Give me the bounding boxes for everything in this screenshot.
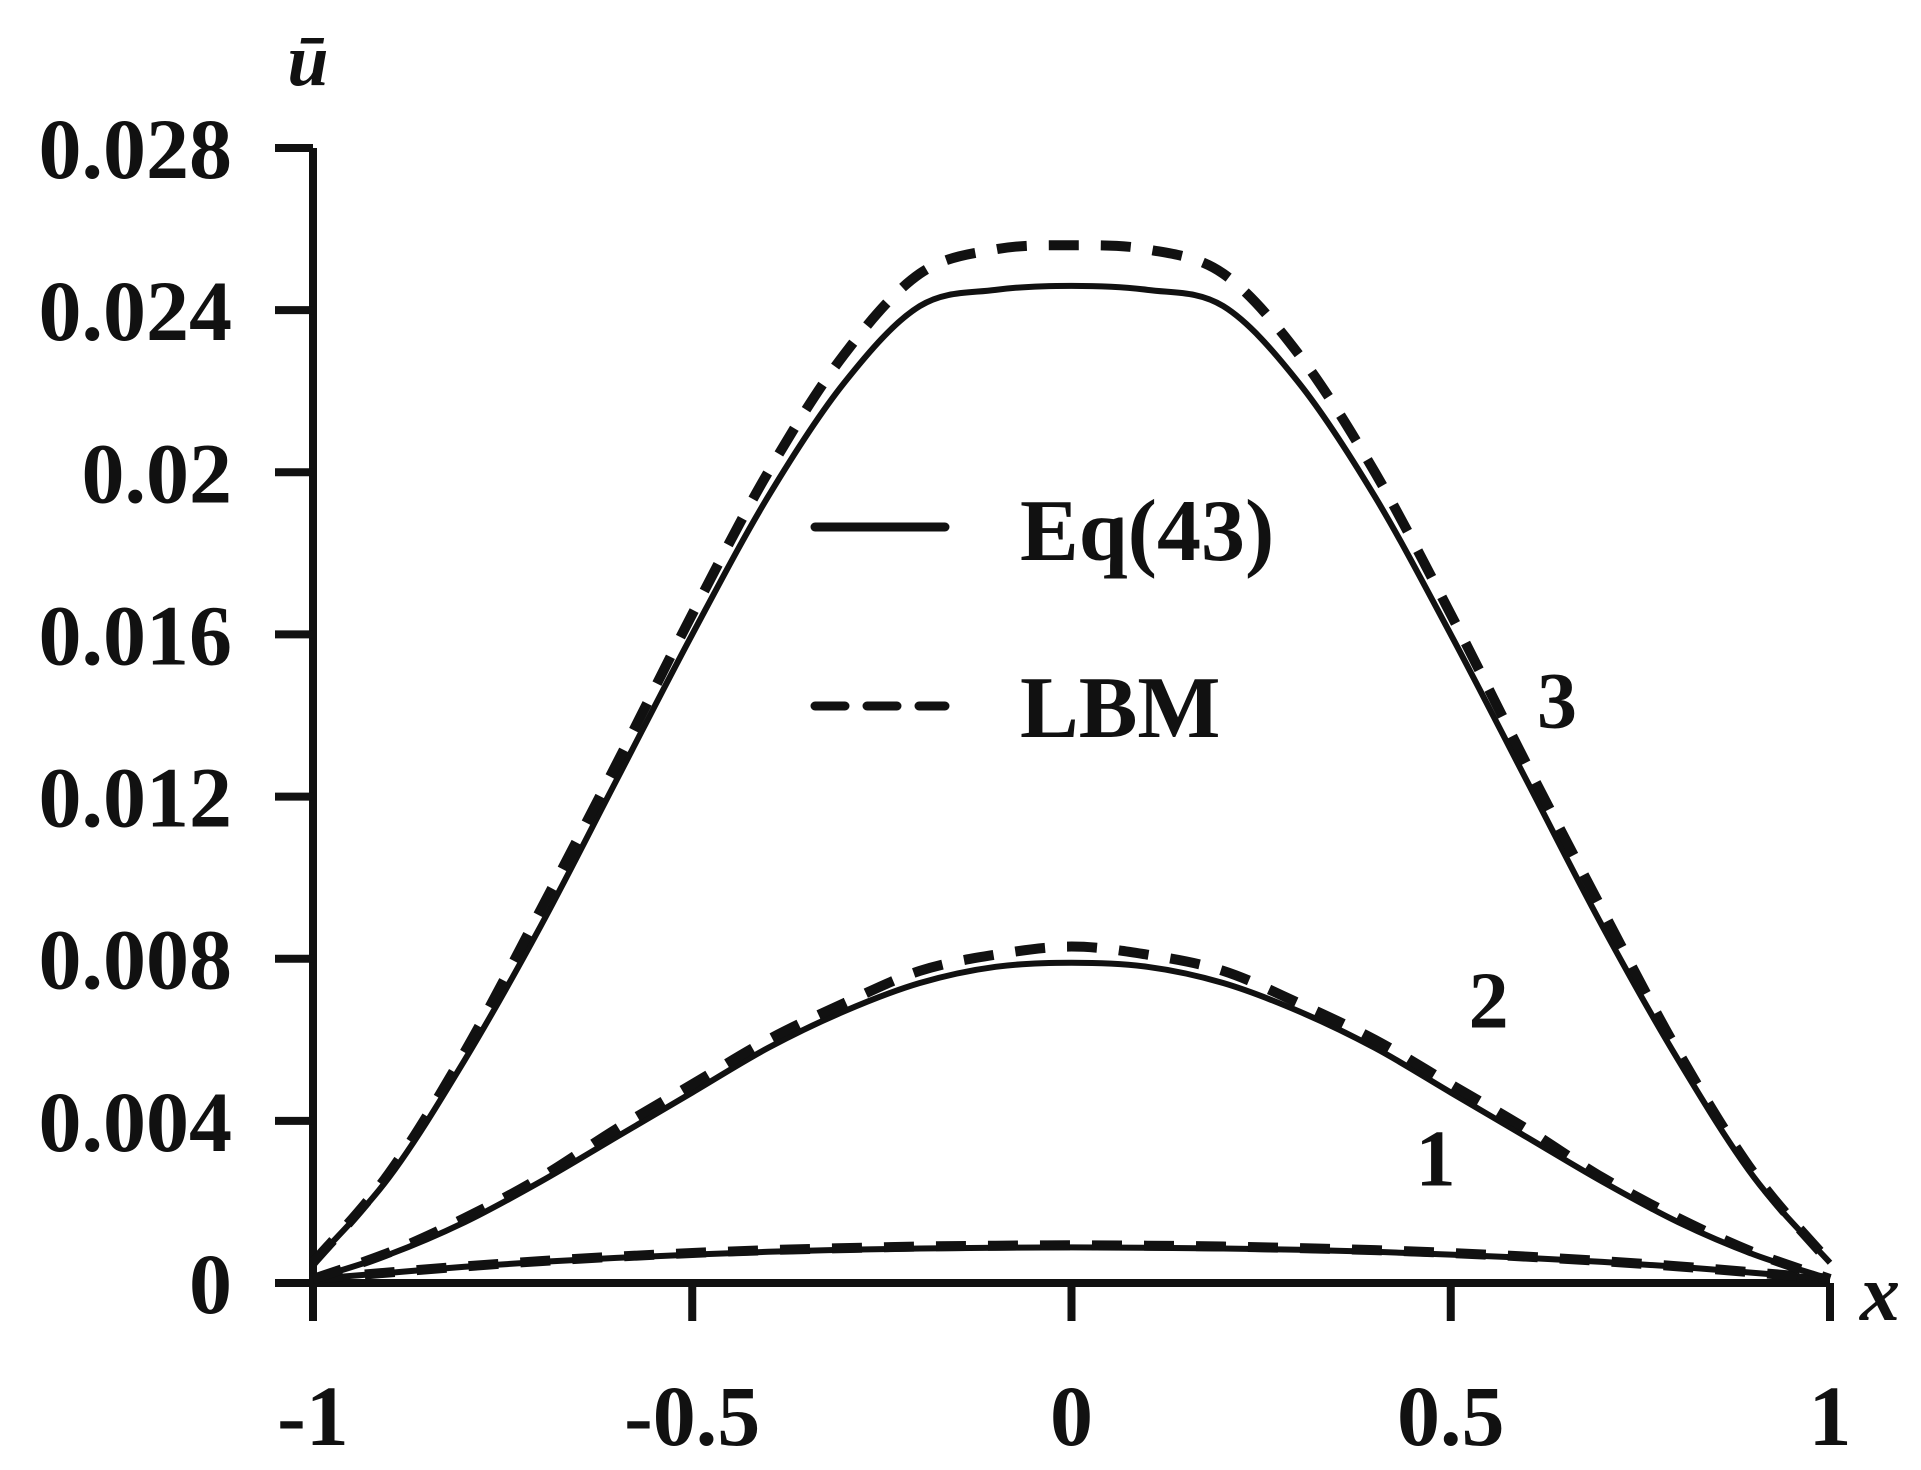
series-line-curve3-eq43	[310, 282, 1833, 1265]
curve-label-2: 2	[1469, 958, 1509, 1046]
y-axis-label: ū	[287, 20, 328, 102]
x-tick-label: -1	[277, 1368, 349, 1464]
y-tick-label: 0.012	[39, 750, 233, 846]
series-line-curve2-eq43	[312, 959, 1831, 1282]
y-tick-label: 0.02	[82, 425, 233, 521]
y-tick-label: 0	[189, 1236, 232, 1332]
y-tick-label: 0.024	[39, 263, 233, 359]
x-tick-label: 0.5	[1397, 1368, 1505, 1464]
x-tick-label: 0	[1050, 1368, 1093, 1464]
y-tick-label: 0.016	[39, 587, 233, 683]
legend-eq43-label: Eq(43)	[1020, 483, 1274, 580]
series-line-curve2-lbm	[311, 941, 1832, 1284]
axis-names: ū x	[287, 20, 1900, 1338]
curve-label-3: 3	[1537, 658, 1577, 746]
y-tick-label: 0.028	[39, 101, 233, 197]
y-tick-label: 0.008	[39, 912, 233, 1008]
series-line-curve1-lbm	[312, 1240, 1831, 1284]
legend: Eq(43) LBM	[810, 483, 1274, 757]
axes: 0 0.004 0.008 0.012 0.016 0.02 0.024 0.028 -1 -0.…	[39, 101, 1852, 1464]
legend-lbm-label: LBM	[1020, 660, 1220, 757]
x-tick-label: 1	[1809, 1368, 1852, 1464]
x-tick-label: -0.5	[624, 1368, 760, 1464]
x-axis-label: x	[1859, 1250, 1900, 1338]
curves: 12 3	[309, 240, 1834, 1284]
y-tick-label: 0.004	[39, 1074, 233, 1170]
series-line-curve3-lbm	[309, 240, 1834, 1266]
curve-label-1: 1	[1416, 1116, 1456, 1204]
